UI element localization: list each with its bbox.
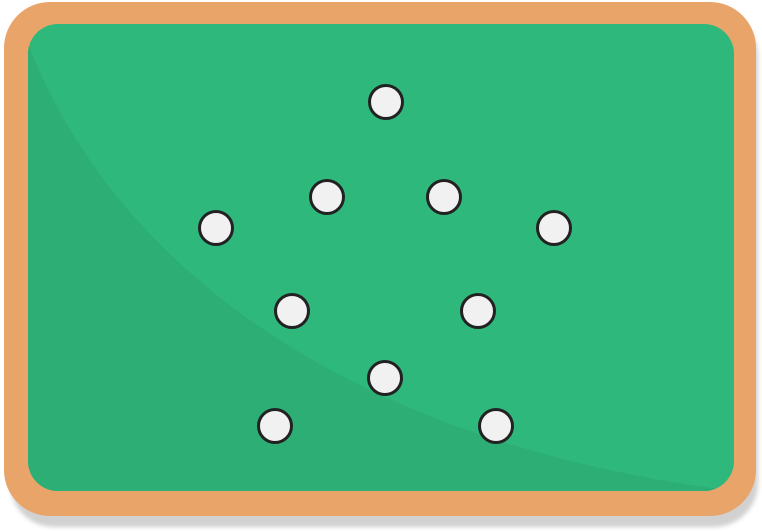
peg-dot-7[interactable]: [460, 293, 496, 329]
peg-dot-4[interactable]: [198, 210, 234, 246]
peg-dot-1[interactable]: [368, 84, 404, 120]
peg-dot-2[interactable]: [309, 179, 345, 215]
peg-dot-8[interactable]: [367, 360, 403, 396]
board-shade-region: [28, 44, 734, 491]
peg-dot-6[interactable]: [274, 293, 310, 329]
peg-dot-9[interactable]: [257, 408, 293, 444]
peg-dot-10[interactable]: [478, 408, 514, 444]
peg-dot-3[interactable]: [426, 179, 462, 215]
peg-dot-5[interactable]: [536, 210, 572, 246]
board-shading: [28, 44, 734, 491]
